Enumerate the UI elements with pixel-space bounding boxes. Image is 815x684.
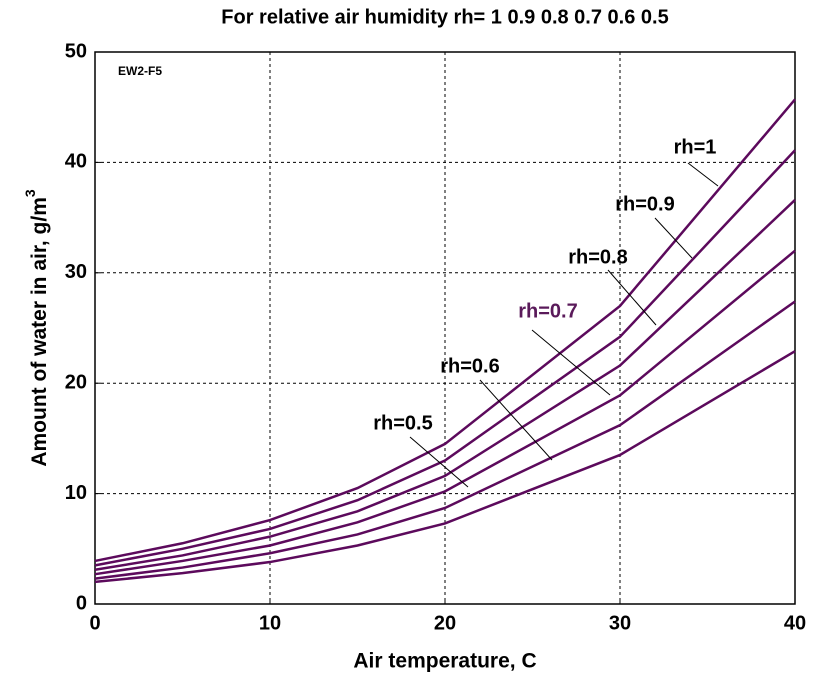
- x-tick-label: 10: [259, 612, 281, 634]
- series-label: rh=0.5: [373, 412, 432, 434]
- y-axis-label-superscript: 3: [22, 189, 38, 197]
- y-tick-label: 30: [65, 261, 87, 283]
- series-label: rh=0.7: [518, 300, 577, 322]
- series-line: [94, 199, 796, 572]
- y-axis-label-text: Amount of water in air, g/m: [28, 197, 51, 467]
- x-axis-label: Air temperature, C: [353, 650, 536, 673]
- y-tick-label: 40: [65, 151, 87, 173]
- leader-line: [409, 436, 469, 488]
- x-tick-label: 40: [784, 612, 806, 634]
- series-line: [94, 249, 796, 576]
- y-tick-label: 50: [65, 40, 87, 62]
- plot-frame: [94, 51, 796, 605]
- leader-line: [687, 162, 719, 187]
- series-line: [94, 350, 796, 584]
- leader-line: [479, 379, 553, 461]
- y-axis-label-group: Amount of water in air, g/m3: [22, 189, 51, 467]
- chart-title: For relative air humidity rh= 1 0.9 0.8 …: [221, 6, 668, 28]
- x-tick-label: 20: [434, 612, 456, 634]
- leader-line: [654, 217, 693, 259]
- y-tick-label: 0: [76, 592, 87, 614]
- series-line: [94, 300, 796, 580]
- series-label: rh=1: [674, 136, 717, 158]
- leader-line: [531, 329, 611, 396]
- series-label: rh=0.6: [440, 355, 499, 377]
- y-axis-label: Amount of water in air, g/m3: [22, 189, 51, 467]
- leader-line: [607, 269, 657, 326]
- series-line: [94, 149, 796, 567]
- series-label: rh=0.9: [615, 193, 674, 215]
- annotation: EW2-F5: [118, 64, 162, 78]
- series-line: [94, 98, 796, 563]
- x-tick-label: 0: [89, 612, 100, 634]
- y-tick-label: 20: [65, 371, 87, 393]
- y-tick-label: 10: [65, 482, 87, 504]
- series-label: rh=0.8: [568, 246, 627, 268]
- x-tick-label: 30: [609, 612, 631, 634]
